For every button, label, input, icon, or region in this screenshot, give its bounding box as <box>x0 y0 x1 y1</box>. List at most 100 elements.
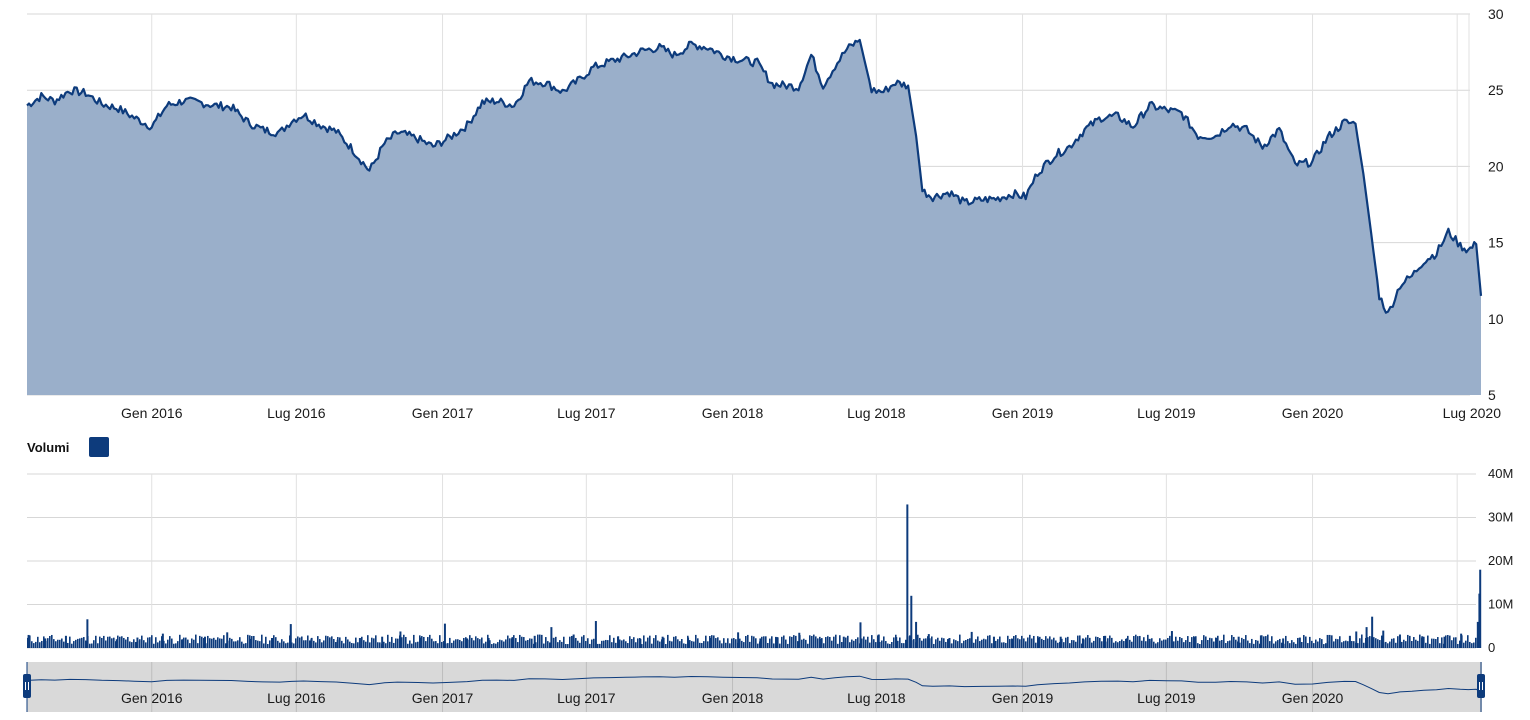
volume-bar <box>1005 642 1007 648</box>
volume-bar <box>431 638 433 648</box>
volume-bar <box>1301 642 1303 648</box>
volume-bar <box>795 635 797 648</box>
volume-bar <box>761 636 763 648</box>
volume-bar <box>1459 640 1461 648</box>
volume-bar <box>399 631 402 648</box>
volume-bar <box>643 635 645 648</box>
volume-bar <box>661 636 664 648</box>
volume-bar <box>420 637 423 648</box>
volume-bar <box>977 636 979 648</box>
volume-bar <box>1093 640 1095 648</box>
volume-bar <box>1393 638 1395 648</box>
volume-bar <box>807 643 809 648</box>
navigator-background <box>27 662 1482 712</box>
volume-bar <box>557 642 559 648</box>
volume-bar <box>387 634 389 648</box>
volume-bar <box>495 643 497 648</box>
volume-bar <box>841 642 843 648</box>
volume-bar <box>937 637 939 648</box>
volume-bar <box>535 642 537 648</box>
volume-bar <box>351 643 353 648</box>
volume-bar <box>527 639 529 648</box>
volume-bar <box>889 643 891 648</box>
volume-bar <box>663 637 665 648</box>
volume-bar <box>627 643 629 648</box>
volume-bar <box>489 640 491 648</box>
volume-bar <box>1201 640 1203 648</box>
volume-bar <box>451 642 453 648</box>
volume-bar <box>699 642 701 648</box>
volume-bar <box>547 641 549 648</box>
volume-bar <box>597 643 599 648</box>
volume-bar <box>559 640 561 648</box>
navigator[interactable]: Gen 2016 Lug 2016 Gen 2017 Lug 2017 Gen 2018… <box>23 662 1485 712</box>
volume-bar <box>975 639 977 648</box>
volume-bar <box>1421 636 1424 648</box>
volume-bar <box>957 641 959 648</box>
price-y-tick-label: 5 <box>1488 387 1496 403</box>
volume-bar <box>905 639 907 648</box>
volume-bar <box>461 641 463 648</box>
volume-bar <box>1027 637 1029 648</box>
volume-bar <box>1397 636 1399 648</box>
price-area <box>27 39 1481 396</box>
volume-bar <box>343 643 345 648</box>
price-x-tick-label: Gen 2020 <box>1282 405 1344 421</box>
volume-bar <box>493 643 495 648</box>
volume-bar <box>1401 641 1403 648</box>
volume-bar <box>649 635 651 648</box>
volume-bar <box>272 637 275 648</box>
volume-bar <box>1455 637 1457 648</box>
navigator-handle-left[interactable] <box>23 662 31 712</box>
volume-bar <box>1129 639 1131 648</box>
volume-bar <box>41 640 43 648</box>
volume-bar <box>910 595 913 648</box>
navigator-handle-right[interactable] <box>1477 662 1485 712</box>
volume-bar <box>873 639 875 648</box>
volume-bar <box>1079 635 1081 648</box>
volume-bar <box>989 635 991 648</box>
volume-bar <box>727 638 729 648</box>
volume-bar <box>953 639 955 648</box>
price-x-tick-label: Lug 2017 <box>557 405 616 421</box>
volume-legend[interactable]: Volumi <box>27 437 109 457</box>
volume-bar <box>1043 639 1045 648</box>
volume-bar <box>365 641 367 648</box>
price-x-tick-label: Lug 2016 <box>267 405 326 421</box>
volume-bar <box>293 643 295 648</box>
volume-bar <box>1235 639 1237 648</box>
volume-bar <box>901 643 903 648</box>
volume-bar <box>1271 636 1273 648</box>
volume-bar <box>1107 638 1109 648</box>
volume-bar <box>839 635 841 648</box>
volume-bar <box>1021 635 1023 648</box>
volume-bar <box>785 639 787 648</box>
volume-bar <box>1135 634 1137 648</box>
volume-bar <box>197 643 199 648</box>
volume-bar <box>1075 641 1077 648</box>
volume-bar <box>1185 640 1187 648</box>
volume-bar <box>575 637 577 648</box>
volume-bar <box>891 641 893 648</box>
volume-bar <box>569 636 571 648</box>
volume-bar <box>893 637 895 648</box>
volume-bar <box>209 638 211 648</box>
volume-bar <box>123 637 125 648</box>
volume-bar <box>931 636 933 648</box>
volume-bar <box>261 634 263 648</box>
volume-bar <box>141 635 143 648</box>
volume-bar <box>817 638 819 648</box>
volume-bar <box>1023 638 1025 648</box>
volume-bar <box>129 641 131 648</box>
volume-bar <box>1451 640 1453 648</box>
volume-bar <box>769 638 771 648</box>
volume-bar <box>1035 642 1037 648</box>
volume-bar <box>1087 635 1089 648</box>
volume-bar <box>859 622 862 648</box>
volume-bar <box>35 641 37 648</box>
volume-bar <box>1329 634 1331 648</box>
volume-bar <box>193 639 195 648</box>
volume-bar <box>947 639 949 648</box>
volume-bar <box>191 638 193 648</box>
volume-bar <box>797 641 799 648</box>
